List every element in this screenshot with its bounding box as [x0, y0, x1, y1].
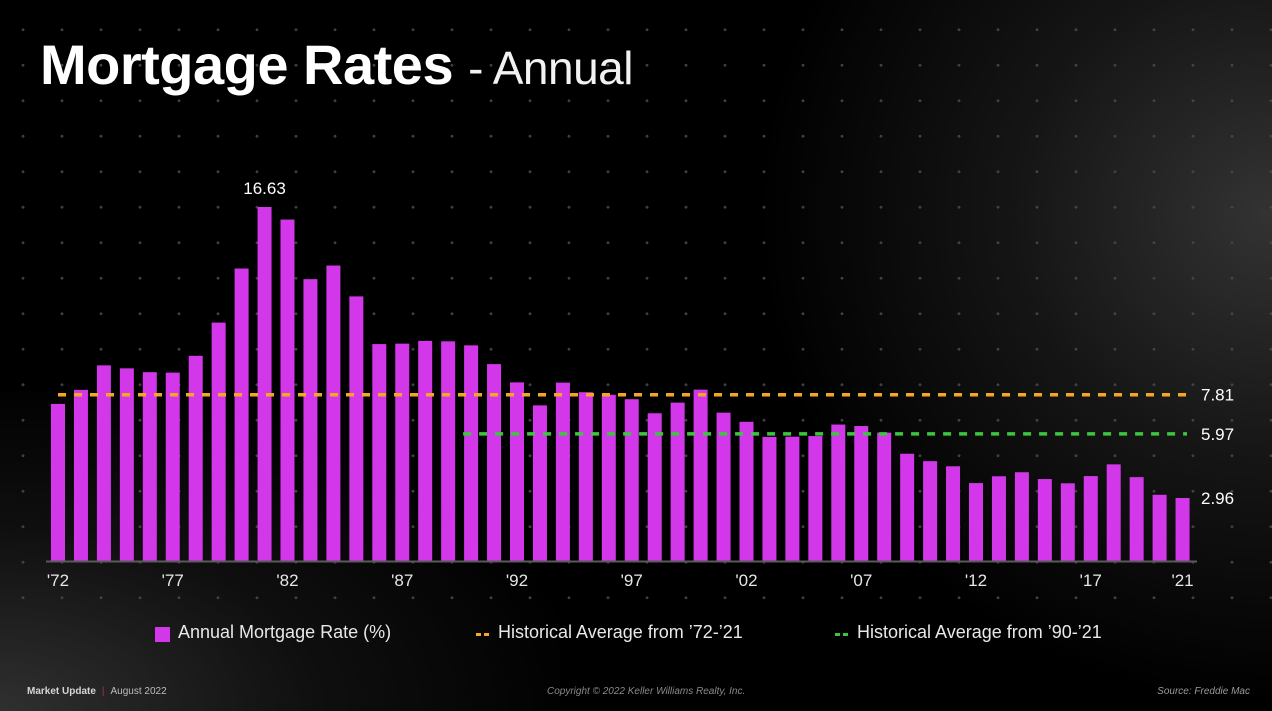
- bar-2017: [1083, 476, 1098, 561]
- footer-section: Market Update | August 2022: [27, 686, 167, 697]
- bar-1992: [510, 382, 524, 561]
- bar-1985: [349, 296, 364, 561]
- bar-1987: [395, 343, 410, 561]
- legend-dash-orange: [476, 633, 489, 636]
- bar-1977: [165, 372, 180, 561]
- bar-1990: [464, 345, 479, 561]
- bar-1981: [257, 207, 272, 561]
- bar-series: [51, 207, 1190, 561]
- legend-item-avg-90-21: Historical Average from ’90-’21: [835, 622, 1102, 643]
- data-label-1981: 16.63: [243, 179, 286, 198]
- bar-1998: [647, 413, 662, 561]
- x-tick-label-2012: '12: [965, 571, 987, 590]
- bar-1986: [372, 344, 387, 561]
- title-main: Mortgage Rates: [40, 33, 454, 96]
- bar-2004: [785, 436, 800, 561]
- legend-swatch-bar: [155, 627, 170, 642]
- legend-label: Historical Average from ’90-’21: [857, 622, 1102, 642]
- x-tick-label-1982: '82: [276, 571, 298, 590]
- bar-1974: [96, 365, 111, 561]
- bar-2018: [1106, 464, 1121, 561]
- bar-1993: [532, 405, 547, 561]
- bar-1982: [280, 219, 295, 561]
- bar-1973: [73, 389, 88, 561]
- data-label-2021: 2.96: [1201, 489, 1234, 508]
- bar-1988: [418, 340, 433, 561]
- title-subtitle: - Annual: [468, 42, 633, 94]
- footer-copyright: Copyright © 2022 Keller Williams Realty,…: [547, 686, 746, 697]
- slide-title: Mortgage Rates - Annual: [40, 30, 633, 103]
- footer-separator: |: [101, 686, 105, 697]
- x-tick-label-2017: '17: [1080, 571, 1102, 590]
- x-tick-label-2007: '07: [850, 571, 872, 590]
- bar-2000: [693, 389, 708, 561]
- x-tick-label-2021: '21: [1171, 571, 1193, 590]
- bar-1978: [188, 355, 203, 561]
- x-tick-label-1977: '77: [162, 571, 184, 590]
- bar-1996: [601, 394, 616, 561]
- bar-1975: [119, 368, 134, 561]
- data-labels: 16.63 2.96: [243, 179, 1234, 508]
- legend-label: Annual Mortgage Rate (%): [178, 622, 392, 642]
- legend-item-avg-72-21: Historical Average from ’72-’21: [476, 622, 743, 643]
- bar-1994: [555, 382, 570, 561]
- bar-1999: [670, 402, 685, 561]
- bar-2014: [1014, 472, 1029, 561]
- bar-2006: [831, 424, 846, 561]
- bar-1995: [578, 392, 593, 561]
- footer-market-update: Market Update: [27, 686, 96, 697]
- mortgage-rate-chart: 7.81 5.97 16.63 2.96 '72 '77 '82 '87 '92 '97 '02…: [46, 179, 1234, 590]
- bar-2005: [808, 436, 823, 561]
- bar-2020: [1152, 494, 1167, 561]
- x-tick-label-1992: '92: [506, 571, 528, 590]
- x-tick-label-2002: '02: [735, 571, 757, 590]
- legend-dash-green: [835, 633, 848, 636]
- bar-2001: [716, 412, 731, 561]
- bar-1979: [211, 322, 226, 561]
- bar-2008: [877, 432, 892, 561]
- x-tick-label-1997: '97: [621, 571, 643, 590]
- bar-2009: [900, 453, 915, 561]
- legend-item-annual-rate: Annual Mortgage Rate (%): [155, 622, 391, 643]
- legend-label: Historical Average from ’72-’21: [498, 622, 743, 642]
- bar-1983: [303, 279, 318, 561]
- bar-2016: [1060, 483, 1075, 561]
- bar-1976: [142, 372, 157, 561]
- x-axis-ticks: '72 '77 '82 '87 '92 '97 '02 '07 '12 '17 '21: [47, 571, 1194, 590]
- bar-2013: [991, 476, 1006, 561]
- reference-line-value-label: 7.81: [1201, 386, 1234, 405]
- bar-2003: [762, 436, 777, 561]
- bar-1991: [487, 364, 502, 561]
- bar-2011: [946, 466, 961, 561]
- reference-line-value-label: 5.97: [1201, 425, 1234, 444]
- bar-1980: [234, 268, 249, 561]
- bar-1997: [624, 399, 639, 561]
- bar-1984: [326, 265, 341, 561]
- footer-source: Source: Freddie Mac: [1157, 686, 1250, 697]
- bar-1989: [441, 341, 456, 561]
- x-tick-label-1972: '72: [47, 571, 69, 590]
- bar-1972: [51, 403, 65, 561]
- footer-date: August 2022: [110, 686, 167, 697]
- bar-2019: [1129, 477, 1144, 561]
- chart-legend: Annual Mortgage Rate (%) Historical Aver…: [0, 622, 1272, 648]
- bar-2021: [1175, 497, 1190, 561]
- bar-2015: [1037, 479, 1052, 561]
- reference-lines: 7.81 5.97: [58, 386, 1234, 444]
- x-tick-label-1987: '87: [391, 571, 413, 590]
- bar-2012: [969, 483, 983, 561]
- bar-2007: [854, 426, 869, 561]
- bar-2010: [923, 461, 938, 561]
- bar-2002: [739, 421, 754, 561]
